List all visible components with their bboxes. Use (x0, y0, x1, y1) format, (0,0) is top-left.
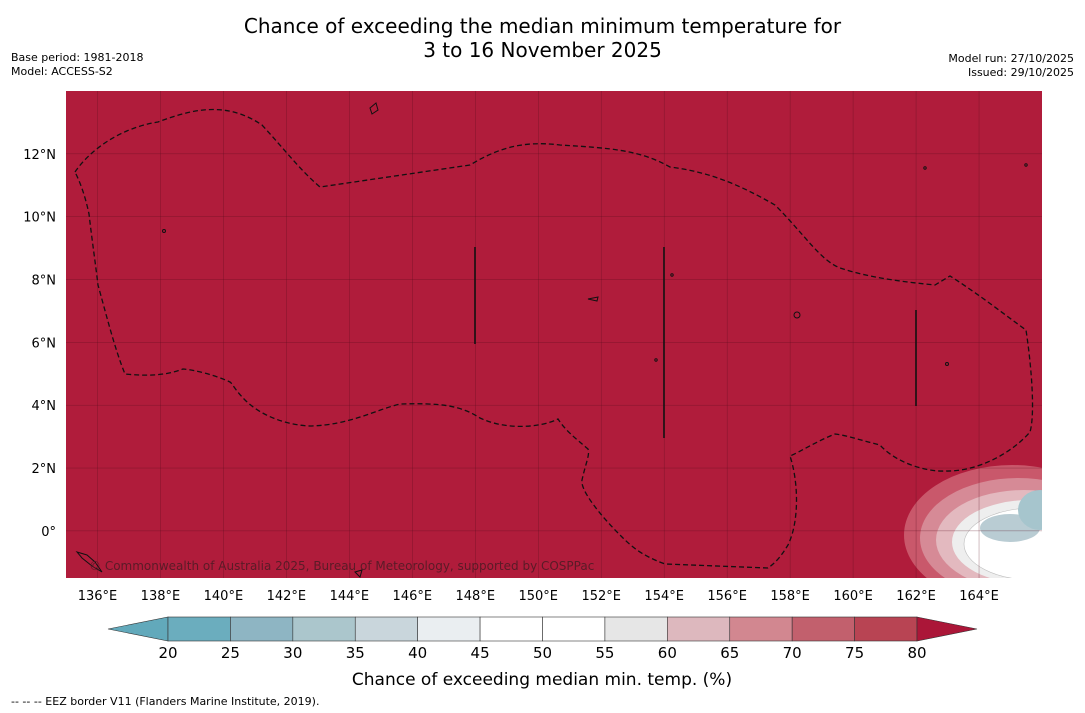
lon-tick-label: 150°E (518, 589, 558, 604)
lat-tick-label: 8°N (32, 274, 57, 289)
meta-right: Model run: 27/10/2025 Issued: 29/10/2025 (948, 52, 1074, 80)
meta-left: Base period: 1981-2018 Model: ACCESS-S2 (11, 51, 143, 79)
lat-tick-label: 2°N (32, 462, 57, 477)
island (793, 311, 801, 319)
issued-text: Issued: 29/10/2025 (967, 66, 1074, 79)
colorbar-segment (479, 616, 543, 642)
lon-tick-label: 152°E (581, 589, 621, 604)
island (369, 102, 379, 115)
lon-tick-label: 158°E (770, 589, 810, 604)
island (354, 569, 363, 578)
colorbar-segment (230, 616, 294, 642)
base-period-text: Base period: 1981-2018 (11, 51, 144, 64)
island (654, 358, 658, 362)
colorbar-tick-label: 55 (595, 644, 614, 662)
lon-tick-label: 156°E (707, 589, 747, 604)
colorbar-tick-label: 70 (783, 644, 802, 662)
island (923, 166, 927, 170)
contour-30 (1018, 490, 1042, 530)
colorbar-segment (354, 616, 418, 642)
colorbar-segment (854, 616, 918, 642)
lon-tick-label: 148°E (456, 589, 496, 604)
lon-tick-label: 138°E (141, 589, 181, 604)
colorbar-tick-label: 60 (658, 644, 677, 662)
colorbar-tick-label: 45 (471, 644, 490, 662)
colorbar-segment (667, 616, 731, 642)
lon-tick-label: 162°E (896, 589, 936, 604)
lon-tick-label: 160°E (833, 589, 873, 604)
lat-tick-label: 4°N (32, 399, 57, 414)
gridlines (66, 91, 1042, 578)
colorbar-segment (791, 616, 855, 642)
island (162, 229, 166, 233)
colorbar-tick-label: 25 (221, 644, 240, 662)
colorbar-tick-label: 35 (346, 644, 365, 662)
colorbar-segment (167, 616, 231, 642)
island (945, 362, 949, 366)
colorbar-tick-label: 50 (533, 644, 552, 662)
lon-tick-label: 136°E (78, 589, 118, 604)
colorbar-title: Chance of exceeding median min. temp. (%… (352, 670, 732, 690)
model-text: Model: ACCESS-S2 (11, 65, 113, 78)
colorbar-segment (729, 616, 793, 642)
island (1024, 163, 1028, 167)
colorbar-high-extension (916, 616, 978, 642)
lon-tick-label: 142°E (267, 589, 307, 604)
lat-tick-label: 0° (41, 525, 56, 540)
longitude-labels: 136°E 138°E 140°E 142°E 144°E 146°E 148°E 150°E… (78, 589, 999, 604)
colorbar-tick-label: 75 (845, 644, 864, 662)
model-run-text: Model run: 27/10/2025 (948, 52, 1074, 65)
lat-tick-label: 12°N (23, 148, 56, 163)
colorbar-low-extension (107, 616, 169, 642)
colorbar-tick-label: 40 (408, 644, 427, 662)
chart-title: Chance of exceeding the median minimum t… (0, 14, 1085, 62)
colorbar-segment (417, 616, 481, 642)
colorbar: 20 25 30 35 40 45 50 55 60 65 70 75 80 Chance of exc… (107, 616, 978, 690)
colorbar-segment (604, 616, 668, 642)
lon-tick-label: 146°E (393, 589, 433, 604)
colorbar-segments (167, 616, 918, 642)
map-area (66, 91, 1042, 578)
colorbar-segment (542, 616, 606, 642)
island (670, 273, 674, 277)
island-outlines (75, 102, 1028, 578)
colorbar-tick-label: 20 (158, 644, 177, 662)
lat-tick-label: 6°N (32, 336, 57, 351)
lon-tick-label: 144°E (330, 589, 370, 604)
low-probability-region (904, 465, 1042, 578)
eez-border (74, 108, 1034, 569)
title-line-1: Chance of exceeding the median minimum t… (243, 14, 842, 38)
colorbar-tick-label: 30 (283, 644, 302, 662)
colorbar-segment (292, 616, 356, 642)
lon-tick-label: 140°E (204, 589, 244, 604)
latitude-labels: 12°N 10°N 8°N 6°N 4°N 2°N 0° (23, 148, 56, 540)
footer-note: -- -- -- EEZ border V11 (Flanders Marine… (11, 695, 320, 708)
copyright-text: © Commonwealth of Australia 2025, Bureau… (89, 559, 594, 573)
lon-tick-label: 164°E (959, 589, 999, 604)
lon-tick-label: 154°E (644, 589, 684, 604)
island (75, 551, 103, 573)
title-line-2: 3 to 16 November 2025 (423, 38, 662, 62)
colorbar-tick-label: 65 (720, 644, 739, 662)
island (587, 296, 599, 302)
colorbar-tick-labels: 20 25 30 35 40 45 50 55 60 65 70 75 80 (158, 644, 926, 662)
colorbar-tick-label: 80 (907, 644, 926, 662)
lat-tick-label: 10°N (23, 211, 56, 226)
